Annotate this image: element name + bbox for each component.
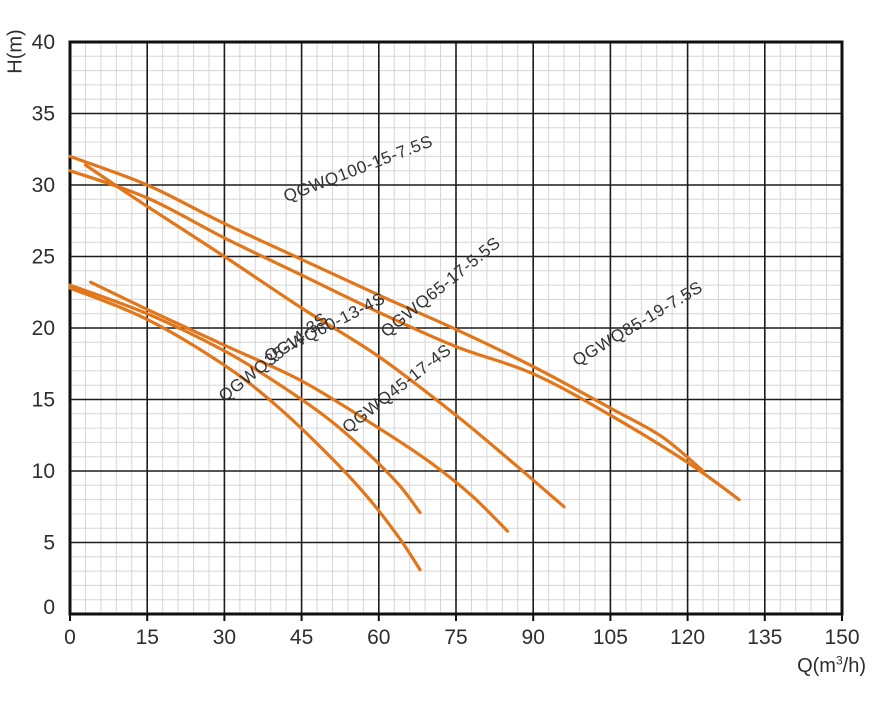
curve-QGWQ65-17-5.5S (83, 163, 566, 509)
x-tick-label: 150 (824, 626, 859, 649)
x-axis-title: Q(m3/h) (756, 653, 866, 678)
x-tick-label: 120 (670, 626, 705, 649)
curve-QGWQ60-13-4S (88, 280, 510, 533)
x-axis-title-post: /h) (842, 655, 866, 677)
x-tick-label: 60 (367, 626, 390, 649)
x-axis-title-pre: Q(m (797, 655, 836, 677)
x-tick-labels: 0 15 30 45 60 75 90 105 120 135 150 (64, 626, 859, 649)
x-tick-label: 90 (522, 626, 545, 649)
y-axis-title-text: H(m) (4, 29, 27, 74)
x-axis-ticks (69, 614, 843, 621)
x-tick-label: 75 (444, 626, 467, 649)
x-tick-label: 45 (290, 626, 313, 649)
x-tick-label: 105 (593, 626, 628, 649)
x-tick-label: 135 (747, 626, 782, 649)
x-tick-label: 30 (213, 626, 236, 649)
y-tick-label: 40 (32, 31, 55, 54)
y-tick-label: 30 (32, 174, 55, 197)
y-tick-labels: 0 5 10 15 20 25 30 35 40 (32, 31, 55, 619)
y-tick-label: 35 (32, 103, 55, 126)
y-tick-label: 10 (32, 460, 55, 483)
y-axis-title: H(m) (5, 22, 28, 82)
y-tick-label: 5 (43, 532, 55, 555)
curve-QGWQ85-19-7.5S (68, 169, 741, 502)
x-tick-label: 15 (136, 626, 159, 649)
y-tick-label: 20 (32, 317, 55, 340)
x-tick-label: 0 (64, 626, 76, 649)
y-tick-label: 15 (32, 389, 55, 412)
y-tick-label: 25 (32, 246, 55, 269)
curve-QGWQ45-17-4S (68, 283, 422, 515)
curve-label-QGWQ100-15-7.5S: QGWQ100-15-7.5S (281, 131, 436, 205)
curve-QGWQ35-14-3S (68, 286, 422, 572)
curve-QGWQ100-15-7.5S (68, 154, 705, 473)
x-axis-title-sup: 3 (835, 653, 843, 668)
y-tick-label: 0 (43, 596, 55, 619)
pump-curves (68, 154, 741, 572)
curve-label-QGWQ45-17-4S: QGWQ45-17-4S (339, 340, 455, 437)
